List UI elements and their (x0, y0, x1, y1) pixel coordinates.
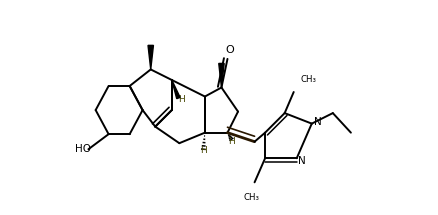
Polygon shape (219, 63, 224, 88)
Text: N: N (314, 117, 322, 127)
Text: H: H (200, 146, 207, 155)
Polygon shape (148, 45, 153, 69)
Text: H: H (178, 95, 185, 104)
Text: CH₃: CH₃ (244, 194, 260, 203)
Text: CH₃: CH₃ (300, 75, 317, 84)
Polygon shape (172, 80, 180, 99)
Text: O: O (226, 45, 234, 55)
Text: HO: HO (75, 144, 92, 154)
Text: H: H (228, 137, 235, 146)
Text: N: N (298, 156, 306, 166)
